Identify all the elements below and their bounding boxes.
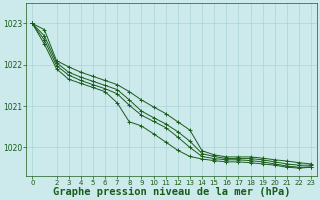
- X-axis label: Graphe pression niveau de la mer (hPa): Graphe pression niveau de la mer (hPa): [53, 187, 291, 197]
